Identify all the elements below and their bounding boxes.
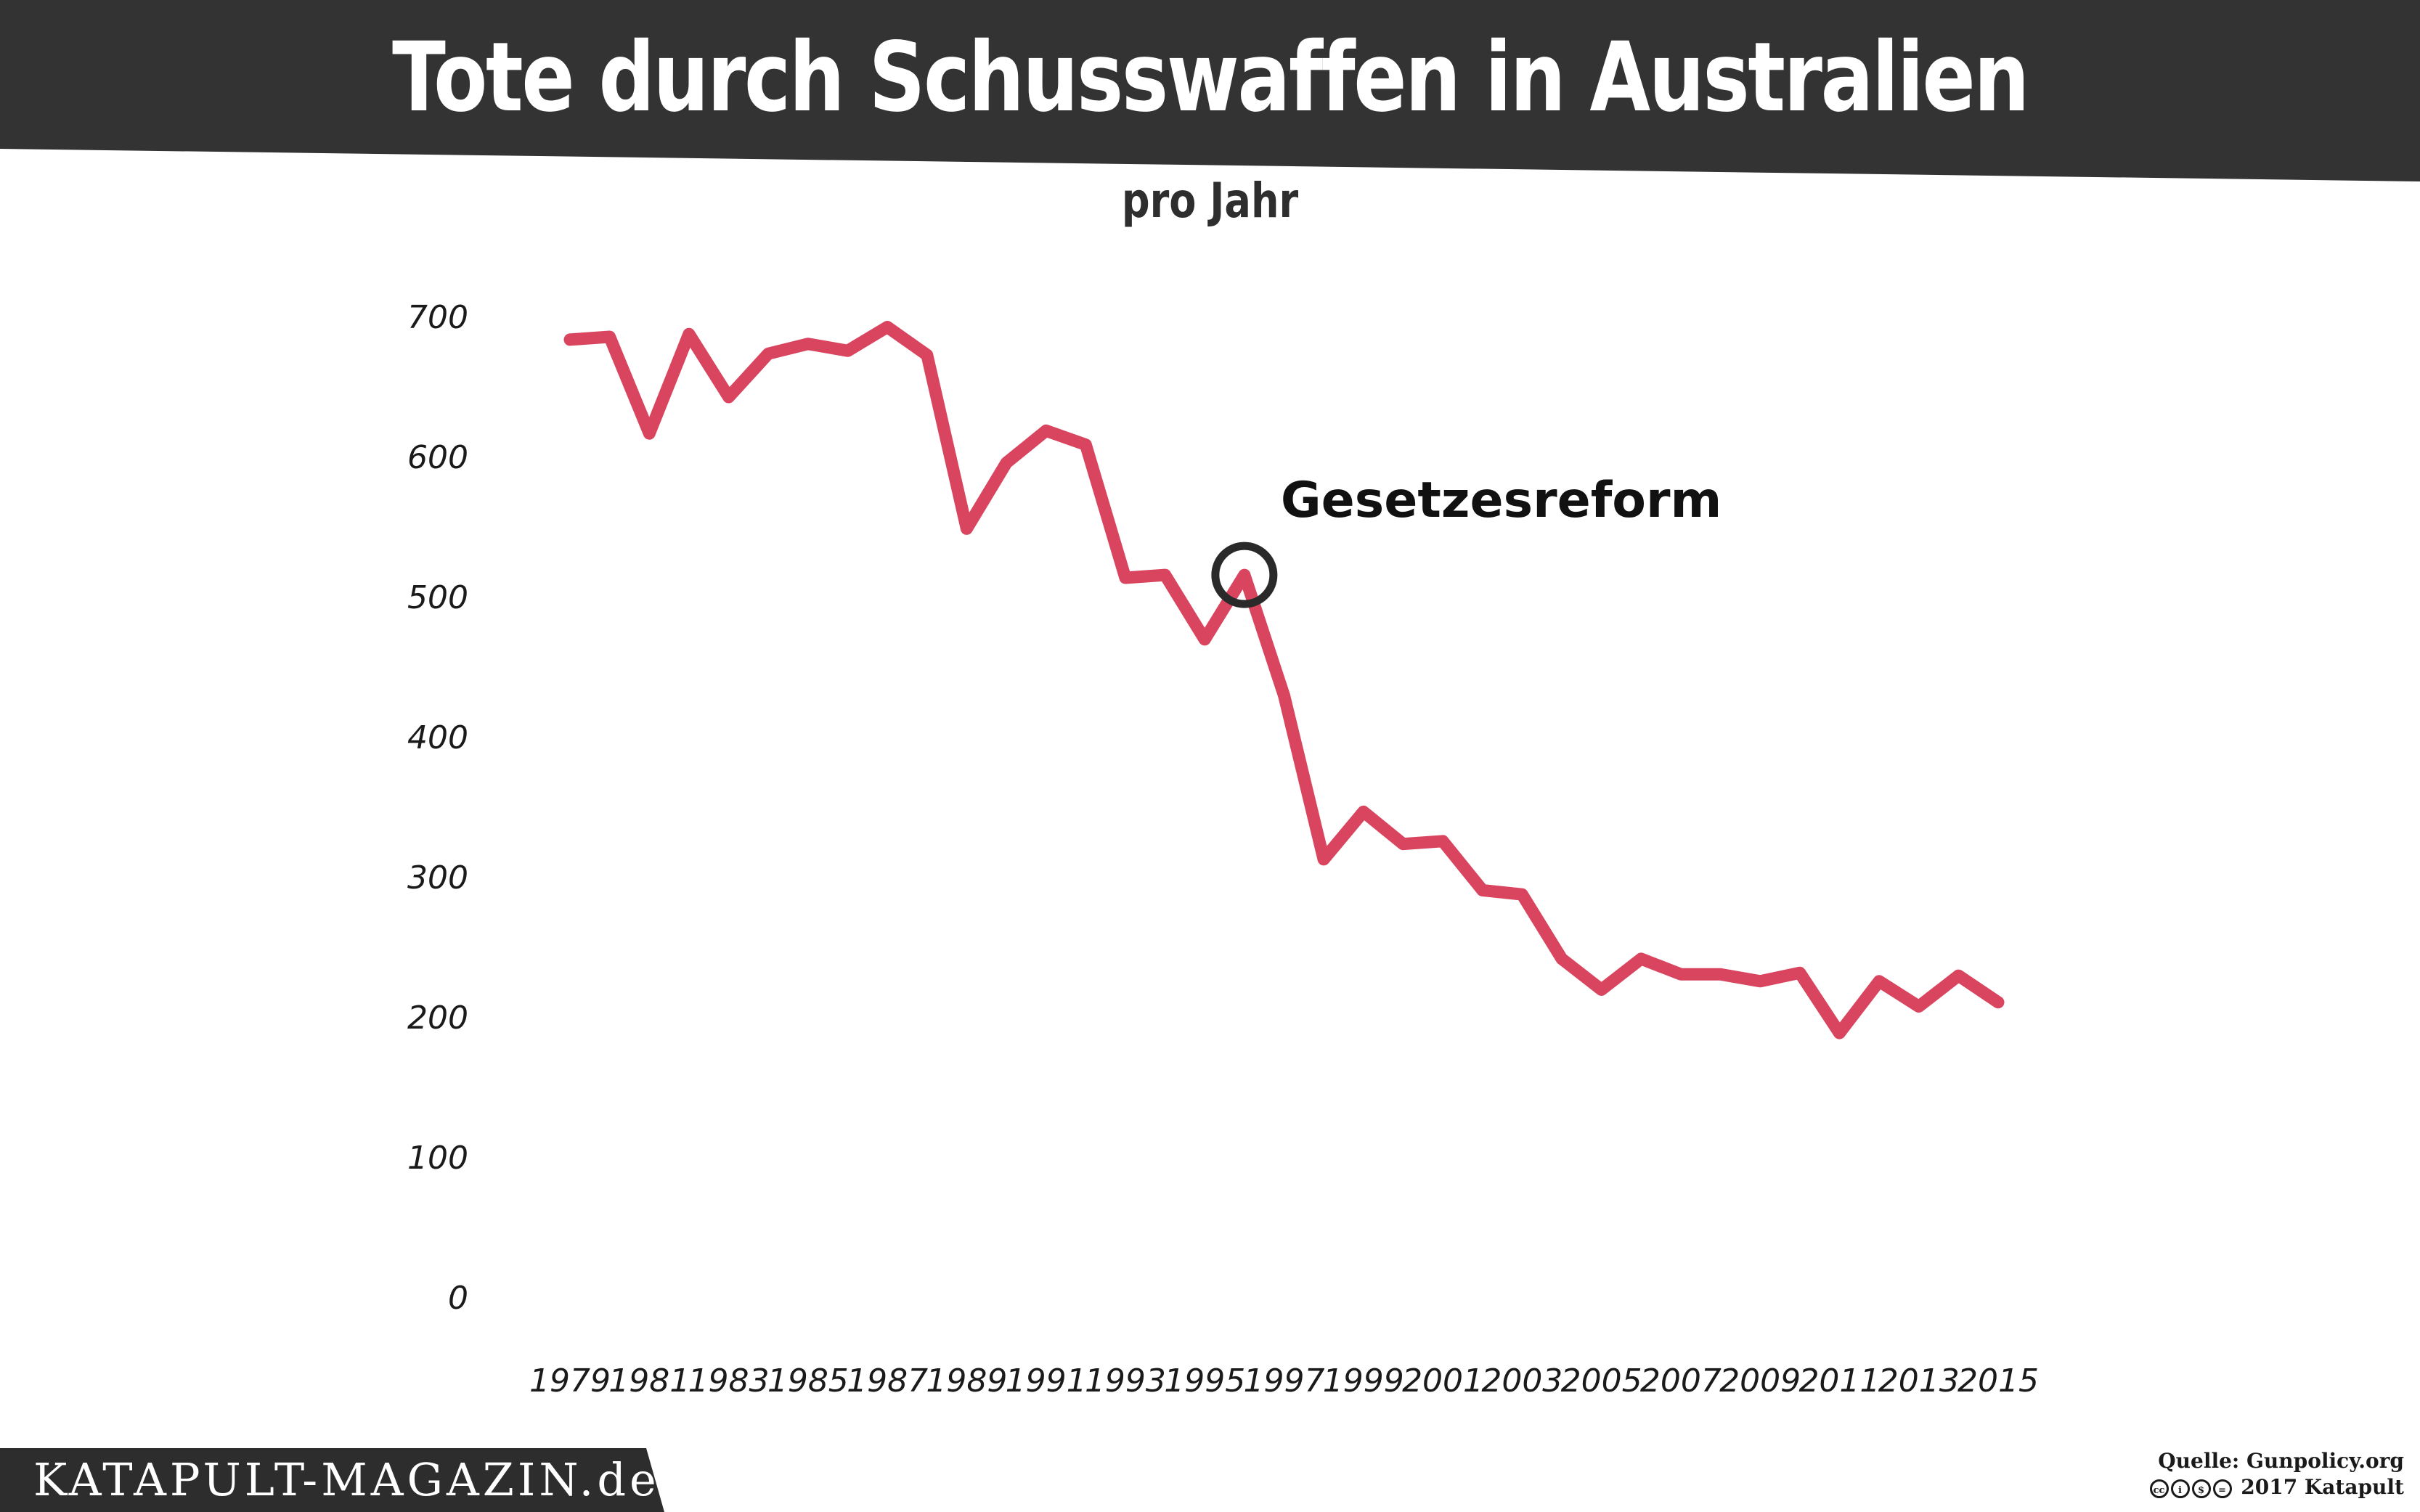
data-point	[608, 335, 611, 339]
data-point	[727, 396, 730, 399]
annotations: Gesetzesreform	[1211, 472, 1722, 608]
data-point	[1203, 637, 1207, 641]
nc-icon: $	[2191, 1479, 2211, 1498]
annotation-label: Gesetzesreform	[1281, 472, 1722, 529]
data-point	[687, 332, 690, 336]
nd-icon: =	[2212, 1479, 2232, 1498]
data-point	[806, 342, 810, 346]
license-line: cc i $ = 2017 Katapult	[2149, 1474, 2404, 1500]
y-tick-label: 100	[407, 1140, 468, 1177]
y-tick-label: 700	[407, 299, 468, 336]
x-tick-label: 1989	[926, 1362, 1007, 1399]
data-point	[1997, 1000, 2000, 1004]
x-tick-label: 1993	[1085, 1362, 1166, 1399]
source-credit: Quelle: Gunpolicy.org cc i $ = 2017 Katapul…	[2149, 1448, 2404, 1500]
y-tick-label: 600	[407, 439, 468, 476]
data-point	[1759, 979, 1762, 983]
x-tick-label: 2005	[1561, 1362, 1642, 1399]
x-tick-label: 2007	[1640, 1362, 1722, 1399]
y-tick-label: 500	[407, 579, 468, 616]
data-point	[1361, 810, 1365, 814]
data-point	[1639, 957, 1643, 960]
series-line-0	[563, 321, 2005, 1039]
x-tick-label: 1985	[767, 1362, 849, 1399]
x-tick-label: 2013	[1878, 1362, 1960, 1399]
data-point	[1123, 576, 1127, 579]
data-point	[569, 338, 571, 341]
brand-logo: KATAPULT-MAGAZIN.de	[33, 1453, 660, 1506]
data-point	[1401, 842, 1405, 846]
data-point	[1798, 971, 1801, 975]
x-tick-label: 1979	[529, 1362, 611, 1399]
x-tick-label: 2001	[1402, 1362, 1483, 1399]
data-point	[1719, 973, 1722, 976]
data-point	[1005, 461, 1009, 465]
data-point	[965, 527, 969, 531]
by-icon: i	[2170, 1479, 2190, 1498]
cc-icon: cc	[2149, 1479, 2169, 1498]
data-point	[1957, 974, 1960, 978]
data-point	[648, 432, 651, 436]
x-tick-label: 1999	[1323, 1362, 1404, 1399]
title-banner	[0, 0, 2420, 181]
chart-subtitle: pro Jahr	[1121, 173, 1299, 229]
data-point	[1878, 979, 1881, 983]
series-group	[563, 321, 2005, 1039]
annotation-marker	[1211, 542, 1278, 608]
data-point	[1163, 573, 1167, 577]
chart-title: Tote durch Schusswaffen in Australien	[392, 22, 2029, 134]
data-point	[846, 349, 850, 353]
data-point	[1084, 443, 1088, 446]
x-axis-ticks: 1979198119831985198719891991199319951997…	[529, 1362, 2039, 1399]
data-point	[925, 354, 929, 357]
y-axis-ticks: 0 100 200 300 400 500 600 700	[407, 299, 468, 1317]
data-point	[1044, 429, 1048, 433]
x-tick-label: 2009	[1719, 1362, 1801, 1399]
data-point	[767, 352, 770, 356]
data-point	[1520, 893, 1524, 896]
x-tick-label: 1991	[1006, 1362, 1087, 1399]
x-tick-label: 2015	[1957, 1362, 2039, 1399]
x-tick-label: 1995	[1164, 1362, 1245, 1399]
x-tick-label: 1981	[608, 1362, 690, 1399]
data-point	[1917, 1005, 1920, 1008]
data-point	[1679, 973, 1682, 976]
x-tick-label: 2003	[1481, 1362, 1563, 1399]
data-point	[1441, 839, 1445, 843]
data-point	[1600, 988, 1603, 992]
x-tick-label: 1997	[1244, 1362, 1325, 1399]
data-point	[1242, 573, 1246, 577]
data-point	[1480, 888, 1484, 892]
x-tick-label: 1987	[847, 1362, 928, 1399]
y-tick-label: 200	[407, 1000, 468, 1037]
y-tick-label: 400	[407, 719, 468, 756]
x-tick-label: 1983	[688, 1362, 770, 1399]
x-tick-label: 2011	[1798, 1362, 1880, 1399]
data-point	[1838, 1031, 1841, 1035]
data-point	[1282, 694, 1286, 698]
y-tick-label: 0	[448, 1280, 468, 1317]
data-point	[1322, 857, 1326, 861]
y-tick-label: 300	[407, 859, 468, 896]
brand-logo-background	[0, 1448, 664, 1512]
copyright-text: 2017 Katapult	[2241, 1475, 2404, 1499]
data-point	[886, 325, 889, 329]
data-point	[1560, 957, 1563, 960]
source-text: Quelle: Gunpolicy.org	[2158, 1449, 2404, 1473]
